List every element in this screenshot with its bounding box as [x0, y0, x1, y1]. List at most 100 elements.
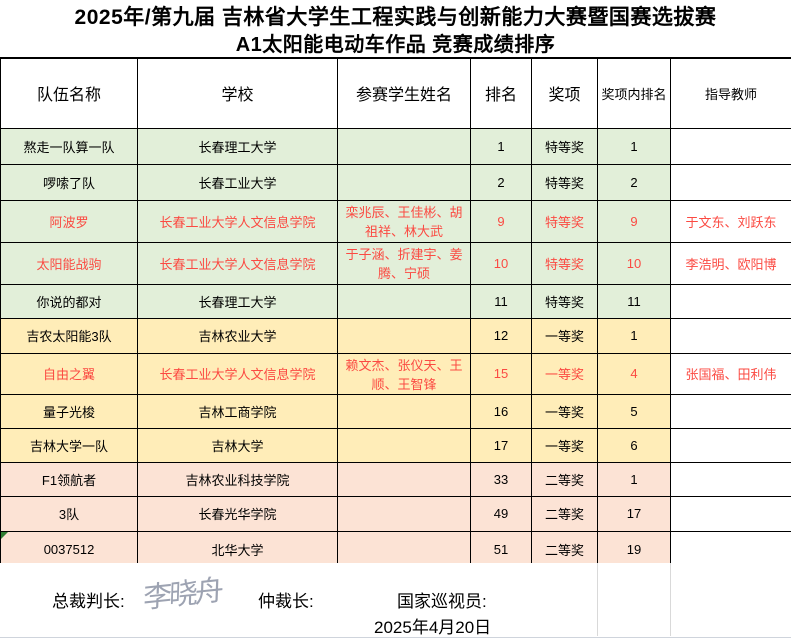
cell-award-rank[interactable]: 1 — [597, 461, 671, 497]
results-table: 队伍名称 学校 参赛学生姓名 排名 奖项 奖项内排名 指导教师 熬走一队算一队长… — [0, 57, 791, 568]
column-header-students[interactable]: 参赛学生姓名 — [337, 57, 471, 129]
cell-rank[interactable]: 15 — [470, 352, 532, 395]
cell-award[interactable]: 特等奖 — [531, 163, 598, 201]
cell-award-rank[interactable]: 17 — [597, 495, 671, 532]
cell-students[interactable] — [337, 163, 471, 201]
cell-team[interactable]: 啰嗦了队 — [0, 163, 138, 201]
column-header-rank[interactable]: 排名 — [470, 57, 532, 129]
cell-team[interactable]: 3队 — [0, 495, 138, 532]
cell-award[interactable]: 二等奖 — [531, 461, 598, 497]
column-header-award[interactable]: 奖项 — [531, 57, 598, 129]
cell-students[interactable] — [337, 393, 471, 429]
cell-school[interactable]: 长春工业大学人文信息学院 — [137, 352, 338, 395]
cell-school[interactable]: 长春工业大学人文信息学院 — [137, 241, 338, 285]
cell-advisors[interactable] — [670, 495, 791, 532]
cell-students[interactable] — [337, 530, 471, 568]
cell-advisors[interactable]: 李浩明、欧阳博 — [670, 241, 791, 285]
cell-award[interactable]: 二等奖 — [531, 495, 598, 532]
cell-team[interactable]: F1领航者 — [0, 461, 138, 497]
column-header-advisors[interactable]: 指导教师 — [670, 57, 791, 129]
cell-school[interactable]: 吉林工商学院 — [137, 393, 338, 429]
cell-team[interactable]: 阿波罗 — [0, 199, 138, 243]
cell-award-rank[interactable]: 1 — [597, 127, 671, 165]
cell-award[interactable]: 特等奖 — [531, 127, 598, 165]
cell-school[interactable]: 长春工业大学 — [137, 163, 338, 201]
signature-footer: 总裁判长: 李晓舟 仲裁长: 国家巡视员: 2025年4月20日 — [0, 563, 791, 641]
cell-rank[interactable]: 11 — [470, 283, 532, 319]
cell-advisors[interactable] — [670, 163, 791, 201]
gridline-vertical-1 — [597, 563, 598, 636]
cell-team[interactable]: 吉农太阳能3队 — [0, 317, 138, 354]
cell-award[interactable]: 二等奖 — [531, 530, 598, 568]
cell-rank[interactable]: 16 — [470, 393, 532, 429]
cell-award-rank[interactable]: 9 — [597, 199, 671, 243]
cell-rank[interactable]: 17 — [470, 427, 532, 463]
cell-advisors[interactable]: 于文东、刘跃东 — [670, 199, 791, 243]
cell-students[interactable]: 栾兆辰、王佳彬、胡祖祥、林大武 — [337, 199, 471, 243]
cell-rank[interactable]: 1 — [470, 127, 532, 165]
table-row: 吉林大学一队 吉林大学 17 一等奖 6 — [0, 427, 791, 463]
table-row: 3队 长春光华学院 49 二等奖 17 — [0, 495, 791, 532]
cell-advisors[interactable] — [670, 283, 791, 319]
cell-school[interactable]: 吉林农业大学 — [137, 317, 338, 354]
cell-rank[interactable]: 2 — [470, 163, 532, 201]
cell-advisors[interactable] — [670, 393, 791, 429]
cell-award[interactable]: 特等奖 — [531, 283, 598, 319]
cell-students[interactable] — [337, 317, 471, 354]
cell-rank[interactable]: 49 — [470, 495, 532, 532]
cell-team[interactable]: 0037512 — [0, 530, 138, 568]
cell-award[interactable]: 特等奖 — [531, 241, 598, 285]
cell-advisors[interactable]: 张国福、田利伟 — [670, 352, 791, 395]
cell-school[interactable]: 吉林农业科技学院 — [137, 461, 338, 497]
cell-award-rank[interactable]: 5 — [597, 393, 671, 429]
cell-rank[interactable]: 33 — [470, 461, 532, 497]
cell-advisors[interactable] — [670, 127, 791, 165]
column-header-award-rank[interactable]: 奖项内排名 — [597, 57, 671, 129]
cell-team[interactable]: 熬走一队算一队 — [0, 127, 138, 165]
cell-advisors[interactable] — [670, 427, 791, 463]
cell-school[interactable]: 吉林大学 — [137, 427, 338, 463]
cell-rank[interactable]: 12 — [470, 317, 532, 354]
table-row: F1领航者 吉林农业科技学院 33 二等奖 1 — [0, 461, 791, 497]
cell-award-rank[interactable]: 2 — [597, 163, 671, 201]
cell-advisors[interactable] — [670, 461, 791, 497]
cell-award[interactable]: 一等奖 — [531, 317, 598, 354]
cell-team[interactable]: 吉林大学一队 — [0, 427, 138, 463]
cell-rank[interactable]: 51 — [470, 530, 532, 568]
column-header-team[interactable]: 队伍名称 — [0, 57, 138, 129]
cell-award-rank[interactable]: 19 — [597, 530, 671, 568]
cell-award-rank[interactable]: 4 — [597, 352, 671, 395]
cell-award-rank[interactable]: 11 — [597, 283, 671, 319]
cell-award[interactable]: 一等奖 — [531, 393, 598, 429]
cell-team[interactable]: 自由之翼 — [0, 352, 138, 395]
column-header-school[interactable]: 学校 — [137, 57, 338, 129]
cell-rank[interactable]: 10 — [470, 241, 532, 285]
cell-students[interactable]: 于子涵、折建宇、姜腾、宁硕 — [337, 241, 471, 285]
cell-school[interactable]: 长春光华学院 — [137, 495, 338, 532]
cell-advisors[interactable] — [670, 317, 791, 354]
cell-students[interactable] — [337, 283, 471, 319]
cell-award[interactable]: 特等奖 — [531, 199, 598, 243]
cell-students[interactable] — [337, 495, 471, 532]
cell-school[interactable]: 长春工业大学人文信息学院 — [137, 199, 338, 243]
cell-school[interactable]: 长春理工大学 — [137, 283, 338, 319]
table-row: 量子光梭 吉林工商学院 16 一等奖 5 — [0, 393, 791, 429]
chief-judge-label: 总裁判长: — [52, 592, 125, 611]
cell-award-rank[interactable]: 1 — [597, 317, 671, 354]
cell-award-rank[interactable]: 6 — [597, 427, 671, 463]
cell-students[interactable] — [337, 461, 471, 497]
cell-advisors[interactable] — [670, 530, 791, 568]
cell-rank[interactable]: 9 — [470, 199, 532, 243]
cell-students[interactable] — [337, 427, 471, 463]
cell-school[interactable]: 长春理工大学 — [137, 127, 338, 165]
cell-students[interactable]: 赖文杰、张仪天、王顺、王智锋 — [337, 352, 471, 395]
date-text: 2025年4月20日 — [374, 618, 492, 637]
cell-students[interactable] — [337, 127, 471, 165]
cell-award-rank[interactable]: 10 — [597, 241, 671, 285]
cell-team[interactable]: 量子光梭 — [0, 393, 138, 429]
cell-award[interactable]: 一等奖 — [531, 352, 598, 395]
cell-team[interactable]: 你说的都对 — [0, 283, 138, 319]
cell-school[interactable]: 北华大学 — [137, 530, 338, 568]
cell-award[interactable]: 一等奖 — [531, 427, 598, 463]
cell-team[interactable]: 太阳能战驹 — [0, 241, 138, 285]
